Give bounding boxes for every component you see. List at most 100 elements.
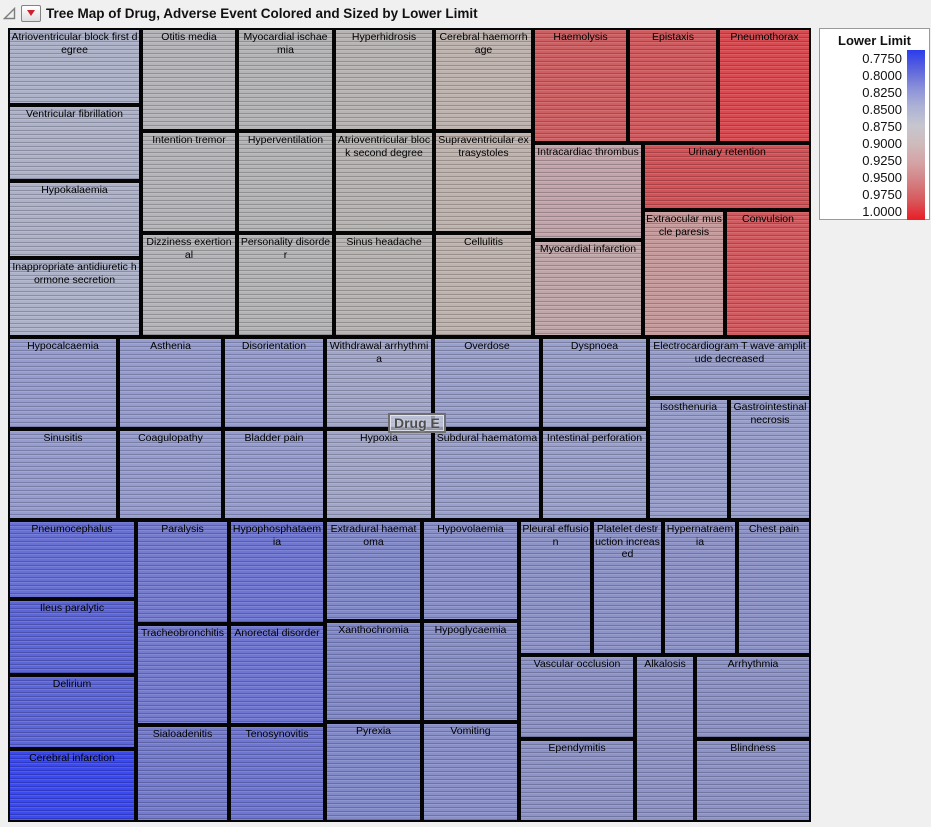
treemap-cell-label: Withdrawal arrhythmia (329, 340, 429, 365)
treemap-cell-platelet-destruction-increased[interactable]: Platelet destruction increased (592, 520, 663, 655)
treemap-cell-label: Tracheobronchitis (140, 627, 225, 639)
treemap-cell-epistaxis[interactable]: Epistaxis (628, 28, 718, 143)
treemap-cell-myocardial-ischaemia[interactable]: Myocardial ischaemia (237, 28, 334, 131)
treemap-cell-sinusitis[interactable]: Sinusitis (8, 429, 118, 520)
treemap-cell-label: Extraocular muscle paresis (646, 213, 722, 238)
treemap-cell-xanthochromia[interactable]: Xanthochromia (325, 621, 422, 722)
treemap-cell-label: Hypocalcaemia (27, 340, 99, 352)
legend-tick-labels: 0.7750 0.8000 0.8250 0.8500 0.8750 0.9000 0.92… (824, 50, 907, 220)
treemap-cell-sinus-headache[interactable]: Sinus headache (334, 233, 434, 337)
legend-tick: 0.7750 (862, 51, 902, 66)
treemap-cell-hypernatraemia[interactable]: Hypernatraemia (663, 520, 737, 655)
treemap-cell-hypoxia[interactable]: Hypoxia (325, 429, 433, 520)
treemap-cell-label: Myocardial ischaemia (243, 31, 328, 56)
report-title-bar: Tree Map of Drug, Adverse Event Colored … (0, 0, 931, 26)
treemap-cell-hypophosphataemia[interactable]: Hypophosphataemia (229, 520, 325, 624)
treemap-cell-label: Hyperhidrosis (351, 31, 417, 43)
group-label-drug: Drug E (388, 413, 446, 433)
treemap-cell-convulsion[interactable]: Convulsion (725, 210, 811, 337)
treemap-cell-label: Dyspnoea (570, 340, 619, 352)
treemap-cell-overdose[interactable]: Overdose (433, 337, 541, 429)
treemap-cell-sialoadenitis[interactable]: Sialoadenitis (136, 725, 229, 822)
treemap-cell-intention-tremor[interactable]: Intention tremor (141, 131, 237, 233)
treemap-cell-dyspnoea[interactable]: Dyspnoea (541, 337, 648, 429)
treemap-cell-vomiting[interactable]: Vomiting (422, 722, 519, 822)
treemap-cell-anorectal-disorder[interactable]: Anorectal disorder (229, 624, 325, 725)
treemap-cell-supraventricular-extrasystoles[interactable]: Supraventricular extrasystoles (434, 131, 533, 233)
treemap-cell-atrioventricular-block-first-degree[interactable]: Atrioventricular block first degree (8, 28, 141, 105)
treemap-cell-blindness[interactable]: Blindness (695, 739, 811, 822)
treemap-cell-hypovolaemia[interactable]: Hypovolaemia (422, 520, 519, 621)
treemap-cell-label: Disorientation (241, 340, 307, 352)
treemap-cell-label: Cellulitis (463, 236, 504, 248)
treemap-cell-label: Alkalosis (644, 658, 686, 670)
treemap-cell-tracheobronchitis[interactable]: Tracheobronchitis (136, 624, 229, 725)
treemap-cell-atrioventricular-block-second-degree[interactable]: Atrioventricular block second degree (334, 131, 434, 233)
treemap-cell-vascular-occlusion[interactable]: Vascular occlusion (519, 655, 635, 739)
treemap-cell-label: Extradural haematoma (330, 523, 417, 548)
treemap-cell-ileus-paralytic[interactable]: Ileus paralytic (8, 599, 136, 675)
treemap-cell-isosthenuria[interactable]: Isosthenuria (648, 398, 729, 520)
treemap-cell-extradural-haematoma[interactable]: Extradural haematoma (325, 520, 422, 621)
treemap-cell-bladder-pain[interactable]: Bladder pain (223, 429, 325, 520)
treemap-cell-label: Dizziness exertional (146, 236, 232, 261)
treemap-cell-gastrointestinal-necrosis[interactable]: Gastrointestinal necrosis (729, 398, 811, 520)
treemap-cell-chest-pain[interactable]: Chest pain (737, 520, 811, 655)
treemap: Atrioventricular block first degree Ventr… (8, 28, 811, 822)
treemap-cell-label: Epistaxis (651, 31, 694, 43)
treemap-cell-personality-disorder[interactable]: Personality disorder (237, 233, 334, 337)
treemap-cell-label: Intracardiac thrombus (537, 146, 639, 158)
treemap-cell-extraocular-muscle-paresis[interactable]: Extraocular muscle paresis (643, 210, 725, 337)
treemap-cell-label: Vomiting (450, 725, 491, 737)
treemap-cell-hypokalaemia[interactable]: Hypokalaemia (8, 181, 141, 258)
treemap-cell-pneumocephalus[interactable]: Pneumocephalus (8, 520, 136, 599)
treemap-cell-hypoglycaemia[interactable]: Hypoglycaemia (422, 621, 519, 722)
treemap-cell-label: Pyrexia (355, 725, 391, 737)
treemap-cell-cerebral-haemorrhage[interactable]: Cerebral haemorrhage (434, 28, 533, 131)
treemap-cell-inappropriate-antidiuretic-hormone-secretion[interactable]: Inappropriate antidiuretic hormone secre… (8, 258, 141, 337)
treemap-cell-label: Haemolysis (553, 31, 608, 43)
treemap-cell-cerebral-infarction[interactable]: Cerebral infarction (8, 749, 136, 822)
legend-tick: 0.9000 (862, 136, 902, 151)
treemap-cell-alkalosis[interactable]: Alkalosis (635, 655, 695, 822)
treemap-cell-urinary-retention[interactable]: Urinary retention (643, 143, 811, 210)
treemap-cell-label: Hyperventilation (247, 134, 324, 146)
red-triangle-menu-button[interactable] (21, 4, 41, 22)
treemap-cell-ependymitis[interactable]: Ependymitis (519, 739, 635, 822)
treemap-cell-pleural-effusion[interactable]: Pleural effusion (519, 520, 592, 655)
legend-tick: 0.9750 (862, 187, 902, 202)
treemap-cell-asthenia[interactable]: Asthenia (118, 337, 223, 429)
treemap-cell-label: Sinus headache (346, 236, 422, 248)
treemap-cell-label: Tenosynovitis (245, 728, 309, 740)
treemap-cell-intestinal-perforation[interactable]: Intestinal perforation (541, 429, 648, 520)
treemap-cell-hyperventilation[interactable]: Hyperventilation (237, 131, 334, 233)
treemap-cell-intracardiac-thrombus[interactable]: Intracardiac thrombus (533, 143, 643, 240)
legend-title: Lower Limit (838, 33, 911, 48)
treemap-cell-label: Myocardial infarction (539, 243, 637, 255)
disclosure-triangle-icon[interactable] (3, 6, 16, 20)
treemap-cell-label: Ependymitis (548, 742, 606, 754)
treemap-cell-delirium[interactable]: Delirium (8, 675, 136, 749)
treemap-cell-electrocardiogram-t-wave-amplitude-decreased[interactable]: Electrocardiogram T wave amplitude decre… (648, 337, 811, 398)
treemap-cell-paralysis[interactable]: Paralysis (136, 520, 229, 624)
treemap-cell-ventricular-fibrillation[interactable]: Ventricular fibrillation (8, 105, 141, 181)
treemap-cell-label: Isosthenuria (659, 401, 718, 413)
treemap-cell-myocardial-infarction[interactable]: Myocardial infarction (533, 240, 643, 337)
treemap-cell-pneumothorax[interactable]: Pneumothorax (718, 28, 811, 143)
treemap-cell-disorientation[interactable]: Disorientation (223, 337, 325, 429)
treemap-cell-cellulitis[interactable]: Cellulitis (434, 233, 533, 337)
treemap-cell-subdural-haematoma[interactable]: Subdural haematoma (433, 429, 541, 520)
treemap-cell-arrhythmia[interactable]: Arrhythmia (695, 655, 811, 739)
treemap-cell-label: Blindness (730, 742, 776, 754)
treemap-cell-coagulopathy[interactable]: Coagulopathy (118, 429, 223, 520)
treemap-cell-dizziness-exertional[interactable]: Dizziness exertional (141, 233, 237, 337)
treemap-cell-otitis-media[interactable]: Otitis media (141, 28, 237, 131)
treemap-cell-haemolysis[interactable]: Haemolysis (533, 28, 628, 143)
treemap-cell-hypocalcaemia[interactable]: Hypocalcaemia (8, 337, 118, 429)
treemap-cell-hyperhidrosis[interactable]: Hyperhidrosis (334, 28, 434, 131)
treemap-cell-label: Atrioventricular block second degree (337, 134, 431, 159)
legend-tick: 0.8250 (862, 85, 902, 100)
treemap-cell-pyrexia[interactable]: Pyrexia (325, 722, 422, 822)
treemap-cell-tenosynovitis[interactable]: Tenosynovitis (229, 725, 325, 822)
treemap-cell-label: Personality disorder (240, 236, 331, 261)
